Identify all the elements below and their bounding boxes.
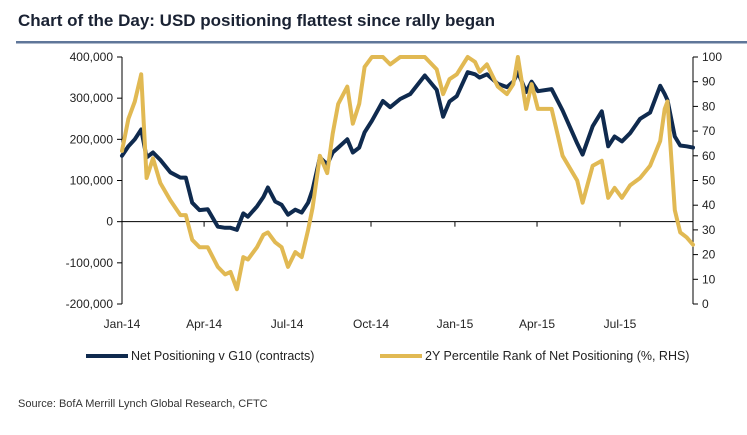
- y2-tick-label: 50: [702, 174, 716, 188]
- y2-tick-label: 70: [702, 124, 716, 138]
- x-tick-label: Jul-15: [604, 317, 637, 331]
- y-tick-label: 400,000: [70, 50, 114, 64]
- title-rule: [16, 41, 747, 44]
- series-line-percentile-rank: [122, 57, 693, 289]
- y-tick-label: 300,000: [70, 91, 114, 105]
- y2-tick-label: 100: [702, 50, 722, 64]
- y-tick-label: -100,000: [66, 256, 114, 270]
- y2-tick-label: 10: [702, 272, 716, 286]
- y2-tick-label: 90: [702, 75, 716, 89]
- x-tick-label: Oct-14: [353, 317, 389, 331]
- y2-tick-label: 0: [702, 297, 709, 311]
- x-tick-label: Apr-15: [519, 317, 555, 331]
- series-line-net-positioning: [122, 72, 693, 230]
- chart-title: Chart of the Day: USD positioning flatte…: [18, 11, 495, 30]
- y-tick-label: -200,000: [66, 297, 114, 311]
- y-tick-label: 0: [106, 215, 113, 229]
- y-tick-label: 200,000: [70, 132, 114, 146]
- legend-label-percentile-rank: 2Y Percentile Rank of Net Positioning (%…: [425, 349, 689, 363]
- y2-tick-label: 40: [702, 198, 716, 212]
- y2-tick-label: 30: [702, 223, 716, 237]
- y2-tick-label: 60: [702, 149, 716, 163]
- x-tick-label: Jul-14: [271, 317, 304, 331]
- x-tick-label: Apr-14: [186, 317, 222, 331]
- y2-tick-label: 20: [702, 248, 716, 262]
- y-tick-label: 100,000: [70, 174, 114, 188]
- x-tick-label: Jan-15: [437, 317, 474, 331]
- series-lines: [122, 57, 693, 289]
- y2-tick-label: 80: [702, 99, 716, 113]
- source-note: Source: BofA Merrill Lynch Global Resear…: [18, 398, 268, 410]
- x-tick-label: Jan-14: [104, 317, 141, 331]
- legend: Net Positioning v G10 (contracts) 2Y Per…: [86, 349, 689, 363]
- legend-label-net-positioning: Net Positioning v G10 (contracts): [131, 349, 314, 363]
